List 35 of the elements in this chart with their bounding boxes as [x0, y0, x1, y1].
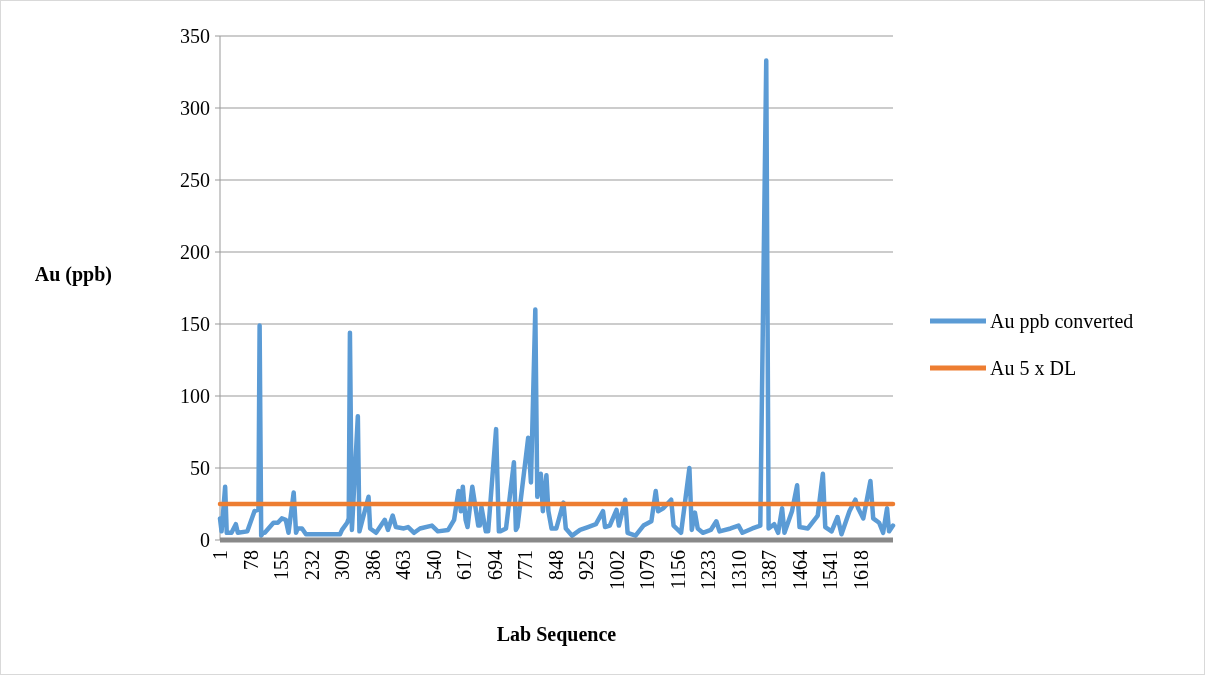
- x-tick-label: 1541: [819, 550, 842, 590]
- y-tick-label: 250: [180, 169, 210, 191]
- x-tick-label: 1156: [666, 550, 689, 590]
- y-tick-label: 0: [200, 529, 210, 551]
- x-tick-label: 309: [331, 550, 353, 580]
- x-tick-label: 694: [483, 550, 506, 580]
- x-tick-label: 1387: [758, 550, 781, 590]
- x-axis-title: Lab Sequence: [496, 623, 617, 646]
- x-tick-label: 771: [514, 550, 537, 580]
- x-tick-label: 848: [544, 550, 567, 580]
- x-tick-label: 155: [270, 550, 292, 580]
- y-tick-label: 150: [180, 313, 210, 335]
- x-tick-label: 617: [453, 550, 476, 580]
- x-tick-label: 463: [392, 550, 415, 580]
- x-tick-label: 1002: [605, 550, 628, 590]
- x-tick-label: 232: [300, 550, 323, 580]
- x-tick-label: 1079: [636, 550, 659, 590]
- x-tick-label: 1: [209, 550, 231, 560]
- y-tick-label: 50: [190, 457, 210, 479]
- legend-label: Au ppb converted: [990, 310, 1134, 333]
- x-tick-label: 540: [422, 550, 445, 580]
- y-tick-label: 300: [180, 97, 210, 119]
- legend-label: Au 5 x DL: [990, 357, 1077, 379]
- x-tick-label: 925: [575, 550, 598, 580]
- y-tick-label: 350: [180, 25, 210, 47]
- y-tick-label: 200: [180, 241, 210, 263]
- x-tick-label: 1618: [849, 550, 872, 590]
- y-axis-title: Au (ppb): [34, 263, 112, 286]
- x-tick-label: 1233: [697, 550, 720, 590]
- line-series: [217, 58, 896, 538]
- x-tick-label: 1310: [727, 550, 750, 590]
- y-tick-label: 100: [180, 385, 210, 407]
- x-tick-label: 386: [361, 550, 384, 580]
- x-tick-label: 78: [239, 550, 262, 570]
- x-tick-label: 1464: [788, 550, 811, 590]
